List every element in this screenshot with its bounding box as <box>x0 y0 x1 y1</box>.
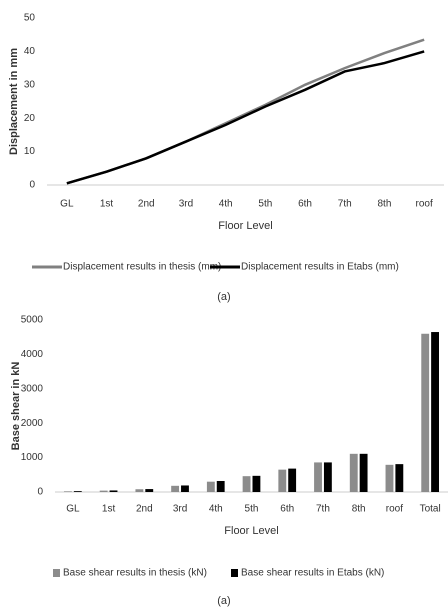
bar <box>359 453 368 492</box>
y-tick-label: 10 <box>24 146 36 157</box>
x-axis-title: Floor Level <box>224 525 278 537</box>
bar <box>171 485 180 492</box>
bar <box>385 464 394 492</box>
y-tick-label: 3000 <box>21 383 44 394</box>
y-tick-label: 40 <box>24 46 36 57</box>
x-tick-label: 4th <box>219 199 233 210</box>
x-tick-label: roof <box>386 504 403 515</box>
bar <box>181 485 189 492</box>
x-tick-label: 6th <box>280 504 294 515</box>
legend-swatch <box>53 569 60 577</box>
legend-label: Base shear results in thesis (kN) <box>63 568 207 579</box>
bar <box>349 453 358 492</box>
bar <box>145 489 154 492</box>
bar <box>421 333 430 492</box>
legend-label: Displacement results in thesis (mm) <box>63 262 221 273</box>
caption: (a) <box>217 595 230 607</box>
bar <box>314 462 322 492</box>
x-tick-label: 3rd <box>173 504 187 515</box>
bar <box>431 332 439 492</box>
x-tick-label: 8th <box>352 504 366 515</box>
bar <box>206 481 215 492</box>
bar <box>64 491 72 492</box>
y-tick-label: 4000 <box>21 349 44 360</box>
x-tick-label: GL <box>60 199 74 210</box>
bar <box>216 480 225 492</box>
x-tick-label: 7th <box>338 199 352 210</box>
y-axis-title: Displacement in mm <box>8 48 20 155</box>
y-tick-label: 0 <box>37 487 43 498</box>
line <box>66 38 425 185</box>
x-tick-label: GL <box>66 504 80 515</box>
bar <box>395 464 404 492</box>
y-tick-label: 1000 <box>21 452 44 463</box>
y-tick-label: 5000 <box>21 315 44 326</box>
x-tick-label: 4th <box>209 504 223 515</box>
x-tick-label: 5th <box>258 199 272 210</box>
y-tick-label: 30 <box>24 79 36 90</box>
y-tick-label: 2000 <box>21 418 44 429</box>
bar <box>99 490 108 492</box>
bar <box>135 489 144 492</box>
line <box>66 50 425 185</box>
x-tick-label: Total <box>420 504 441 515</box>
y-axis-title: Base shear in kN <box>10 362 22 451</box>
x-tick-label: 5th <box>245 504 259 515</box>
x-axis-title: Floor Level <box>218 220 272 232</box>
x-tick-label: 8th <box>377 199 391 210</box>
legend-label: Displacement results in Etabs (mm) <box>241 262 399 273</box>
bar <box>73 491 82 492</box>
y-tick-label: 0 <box>29 180 35 191</box>
x-tick-label: 1st <box>100 199 114 210</box>
legend-swatch <box>231 569 238 577</box>
bar <box>278 469 287 492</box>
x-tick-label: roof <box>416 199 433 210</box>
x-tick-label: 2nd <box>138 199 155 210</box>
caption: (a) <box>217 291 230 303</box>
legend-label: Base shear results in Etabs (kN) <box>241 568 384 579</box>
x-tick-label: 1st <box>102 504 116 515</box>
bar <box>323 462 332 492</box>
x-tick-label: 3rd <box>179 199 193 210</box>
x-tick-label: 2nd <box>136 504 153 515</box>
y-tick-label: 20 <box>24 113 36 124</box>
bar <box>242 476 251 492</box>
bar <box>252 475 261 492</box>
y-tick-label: 50 <box>24 13 36 24</box>
x-tick-label: 7th <box>316 504 330 515</box>
x-tick-label: 6th <box>298 199 312 210</box>
bar <box>109 490 118 492</box>
bar <box>288 468 297 492</box>
